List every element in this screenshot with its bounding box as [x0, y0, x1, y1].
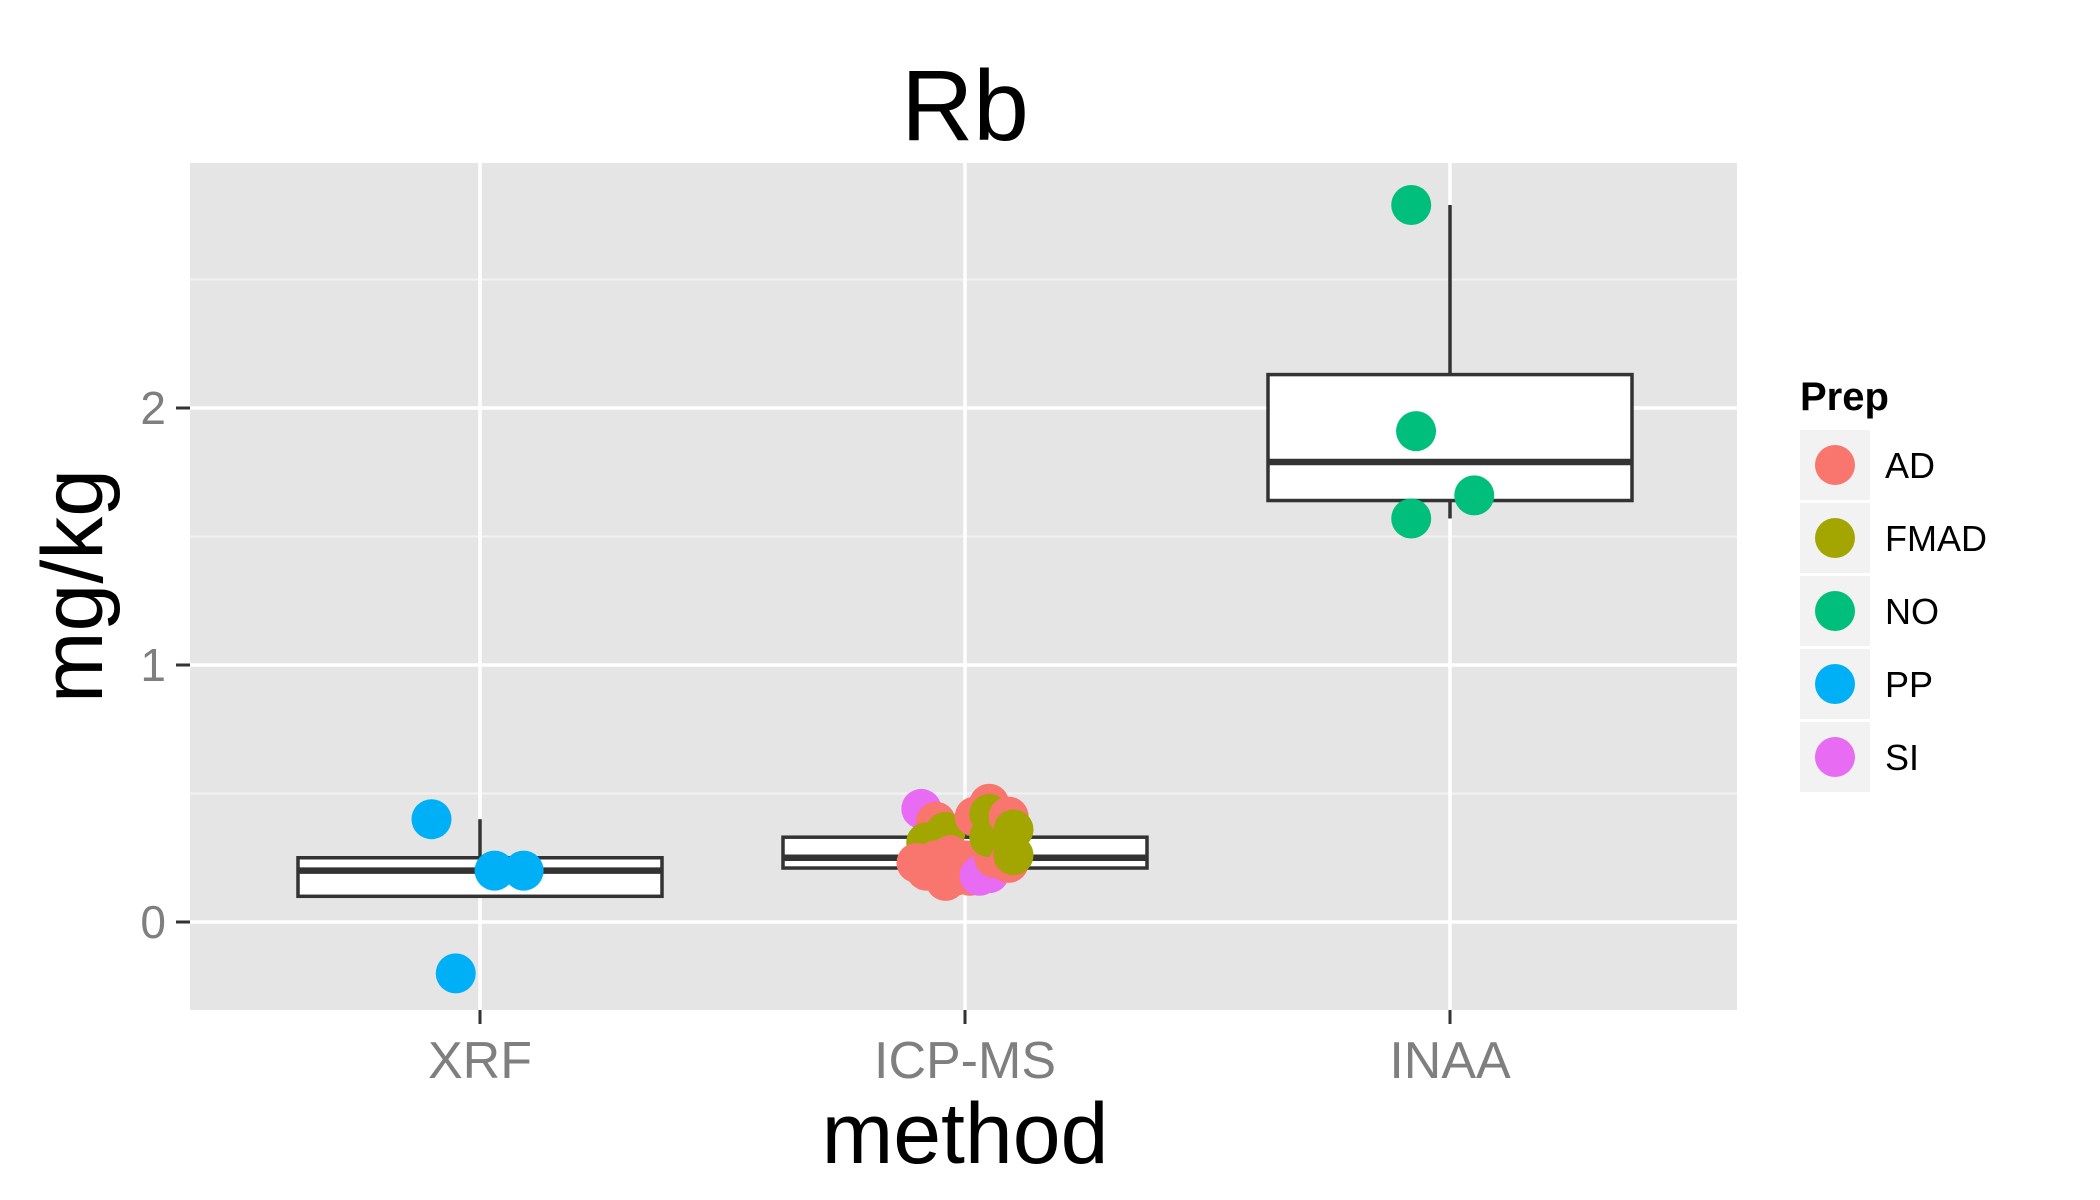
data-point — [474, 850, 515, 891]
legend-item-label: FMAD — [1885, 518, 1987, 559]
legend-key-swatch — [1815, 737, 1855, 777]
legend-item: FMAD — [1800, 503, 1987, 573]
data-point — [1391, 498, 1432, 539]
x-axis: XRF ICP-MS INAA — [428, 1010, 1511, 1090]
boxplot — [1266, 204, 1634, 519]
legend-key-swatch — [1815, 445, 1855, 485]
legend: Prep AD FMAD NO PP SI — [1800, 375, 1987, 792]
legend-item: SI — [1800, 722, 1919, 792]
y-axis: 0 1 2 — [140, 382, 190, 948]
y-tick-label: 0 — [140, 896, 166, 948]
x-tick-label: INAA — [1389, 1032, 1511, 1090]
legend-item: AD — [1800, 430, 1935, 500]
x-axis-label: method — [822, 1086, 1109, 1182]
legend-item-label: PP — [1885, 664, 1933, 705]
legend-item-label: NO — [1885, 591, 1939, 632]
legend-item: NO — [1800, 576, 1939, 646]
data-point — [1391, 184, 1432, 225]
data-point — [411, 799, 452, 840]
data-point — [503, 850, 544, 891]
boxplots — [296, 204, 1634, 899]
legend-item-label: AD — [1885, 445, 1935, 486]
data-points — [411, 184, 1495, 994]
legend-title: Prep — [1800, 375, 1889, 419]
x-tick-label: ICP-MS — [874, 1032, 1056, 1090]
legend-key-swatch — [1815, 664, 1855, 704]
y-tick-label: 2 — [140, 382, 166, 434]
data-point — [1396, 411, 1437, 452]
legend-key-swatch — [1815, 518, 1855, 558]
boxplot — [296, 819, 664, 899]
chart-title: Rb — [901, 50, 1029, 162]
box-iqr — [1266, 372, 1634, 503]
y-axis-label: mg/kg — [25, 469, 121, 703]
legend-key-swatch — [1815, 591, 1855, 631]
legend-item: PP — [1800, 649, 1933, 719]
legend-item-label: SI — [1885, 737, 1919, 778]
y-tick-label: 1 — [140, 639, 166, 691]
data-point — [1454, 475, 1495, 516]
data-point — [993, 835, 1034, 876]
x-tick-label: XRF — [428, 1032, 532, 1090]
data-point — [435, 953, 476, 994]
